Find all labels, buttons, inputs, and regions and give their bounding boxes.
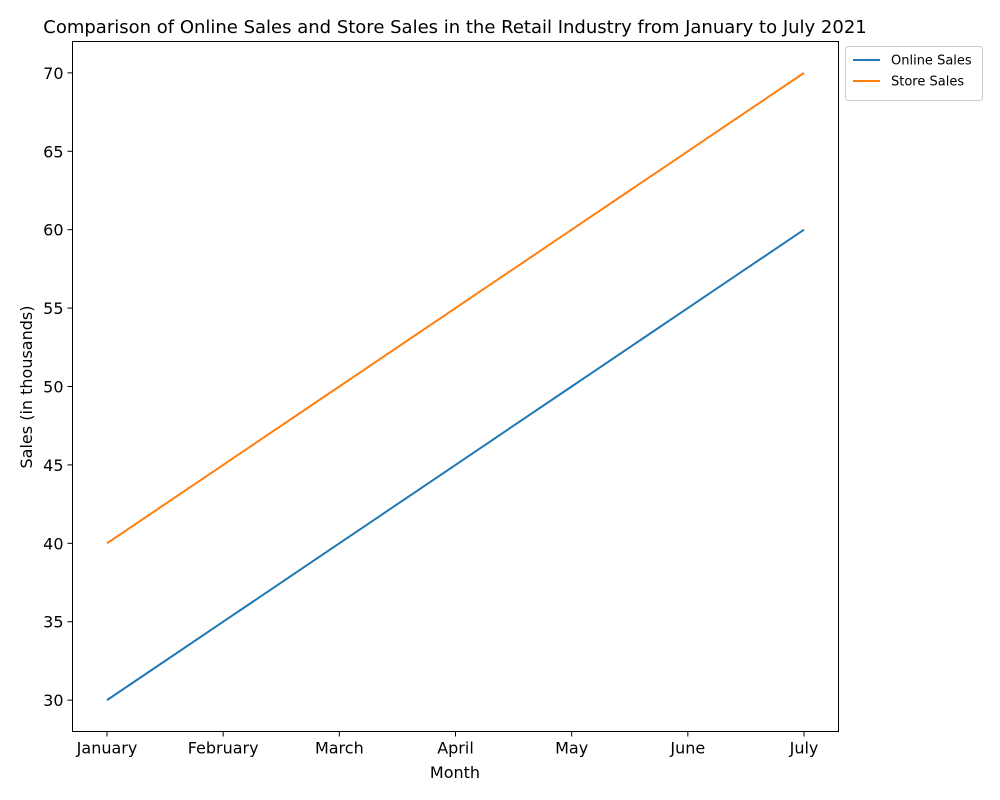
plot-area-frame xyxy=(72,41,839,732)
chart-title: Comparison of Online Sales and Store Sal… xyxy=(43,17,867,38)
x-tick-label: February xyxy=(188,739,259,758)
online-sales-line xyxy=(106,228,805,701)
y-tick-label: 70 xyxy=(43,64,63,83)
y-tick-label: 60 xyxy=(43,221,63,240)
online-sales-legend-label: Online Sales xyxy=(891,54,972,69)
store-sales-legend-label: Store Sales xyxy=(891,75,964,90)
series-lines xyxy=(106,72,805,701)
x-tick-label: May xyxy=(555,739,588,758)
y-tick-label: 35 xyxy=(43,613,63,632)
y-tick-label: 40 xyxy=(43,534,63,553)
x-tick-label: March xyxy=(315,739,364,758)
x-tick-label: July xyxy=(789,739,819,758)
x-tick-label: January xyxy=(76,739,138,758)
y-tick-label: 55 xyxy=(43,299,63,318)
legend: Online Sales Store Sales xyxy=(845,46,983,101)
x-axis-label: Month xyxy=(430,763,480,782)
x-tick-label: June xyxy=(669,739,705,758)
y-tick-label: 50 xyxy=(43,378,63,397)
store-sales-line xyxy=(106,72,805,545)
y-tick-label: 65 xyxy=(43,142,63,161)
y-tick-label: 45 xyxy=(43,456,63,475)
y-axis-label: Sales (in thousands) xyxy=(17,306,36,469)
x-tick-label: April xyxy=(437,739,474,758)
y-tick-label: 30 xyxy=(43,691,63,710)
y-axis: 30 35 40 45 50 55 60 65 70 xyxy=(43,64,73,710)
x-axis: January February March April May June July xyxy=(76,731,819,758)
